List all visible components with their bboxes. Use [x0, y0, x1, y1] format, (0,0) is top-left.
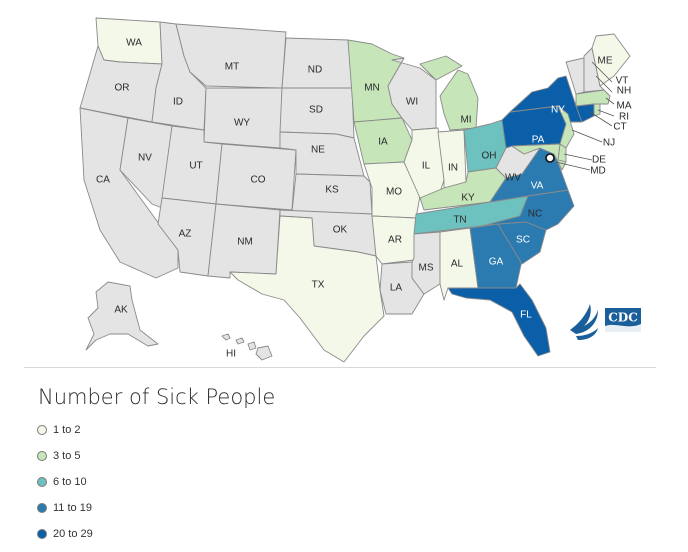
state-label: CA [96, 175, 110, 186]
state-NH[interactable] [583, 47, 605, 93]
state-MI[interactable] [419, 55, 479, 131]
state-label: MT [225, 62, 239, 73]
state-label: IL [422, 161, 431, 172]
state-label: LA [390, 283, 403, 294]
state-label: VT [616, 76, 629, 87]
state-label: NH [617, 86, 631, 97]
legend-swatch [37, 425, 47, 435]
state-AK[interactable] [85, 281, 159, 351]
state-label: KY [461, 193, 475, 204]
state-label: AK [114, 305, 128, 316]
legend-swatch [37, 451, 47, 461]
state-label: CT [613, 122, 626, 133]
state-FL[interactable] [447, 283, 551, 357]
legend-label: 6 to 10 [53, 476, 87, 488]
state-label: VA [531, 181, 544, 192]
state-label: CO [251, 175, 266, 186]
state-MT[interactable] [175, 23, 287, 89]
legend-swatch [37, 503, 47, 513]
us-map: WA OR CA ID NV MT WY UT AZ CO NM ND SD N… [79, 17, 641, 363]
state-label: NV [138, 153, 152, 164]
state-label: UT [189, 161, 202, 172]
state-label: NE [311, 145, 325, 156]
state-label: AL [451, 259, 464, 270]
state-label: MD [590, 166, 606, 177]
state-WI[interactable] [387, 57, 437, 131]
state-label: SD [309, 105, 323, 116]
legend-label: 11 to 19 [53, 502, 92, 514]
state-label: WV [505, 173, 521, 184]
state-label: NM [237, 237, 253, 248]
legend-title: Number of Sick People [38, 385, 276, 409]
state-label: WI [406, 97, 418, 108]
state-label: WY [234, 118, 250, 129]
state-label: ME [598, 56, 613, 67]
state-NV[interactable] [119, 117, 173, 209]
legend-swatch [37, 529, 47, 539]
state-label: TN [453, 215, 466, 226]
state-KS[interactable] [291, 173, 373, 215]
state-label: MS [419, 263, 434, 274]
state-label: OR [115, 83, 130, 94]
state-ME[interactable] [591, 33, 631, 87]
state-AR[interactable] [371, 215, 417, 265]
state-label: RI [619, 112, 629, 123]
cdc-logo-text: CDC [608, 311, 638, 325]
state-label: MA [617, 101, 632, 112]
state-label: MO [386, 187, 402, 198]
state-ND[interactable] [281, 37, 353, 89]
state-label: GA [489, 257, 504, 268]
state-HI[interactable] [221, 333, 273, 361]
state-label: AR [388, 235, 402, 246]
state-MD[interactable] [511, 143, 567, 171]
state-label: NJ [603, 138, 615, 149]
state-label: KS [325, 185, 339, 196]
legend-label: 20 to 29 [53, 528, 93, 540]
state-TX[interactable] [229, 215, 385, 363]
legend-label: 1 to 2 [53, 424, 81, 436]
state-label: IN [448, 163, 458, 174]
state-label: MN [364, 83, 380, 94]
hhs-eagle-icon [570, 304, 598, 340]
state-label: OH [482, 151, 497, 162]
state-label: OK [333, 225, 348, 236]
state-label: FL [520, 310, 532, 321]
state-label: ND [308, 65, 322, 76]
state-label: MI [460, 115, 471, 126]
state-label: NY [551, 105, 565, 116]
legend-swatch [37, 477, 47, 487]
divider [24, 367, 656, 368]
state-label: AZ [179, 229, 192, 240]
state-label: IA [378, 137, 388, 148]
state-labels: WA OR CA ID NV MT WY UT AZ CO NM ND SD N… [96, 38, 632, 360]
state-NC[interactable] [481, 189, 575, 231]
cdc-logo: CDC [605, 308, 641, 332]
state-label: PA [532, 135, 545, 146]
dc-marker [545, 153, 555, 163]
state-label: NC [528, 209, 542, 220]
state-label: TX [312, 280, 325, 291]
state-label: SC [516, 235, 530, 246]
state-label: DE [592, 155, 606, 166]
state-label: ID [173, 97, 183, 108]
leader-lines [555, 61, 615, 171]
legend-label: 3 to 5 [53, 450, 81, 462]
state-label: WA [126, 38, 142, 49]
state-label: HI [226, 349, 236, 360]
